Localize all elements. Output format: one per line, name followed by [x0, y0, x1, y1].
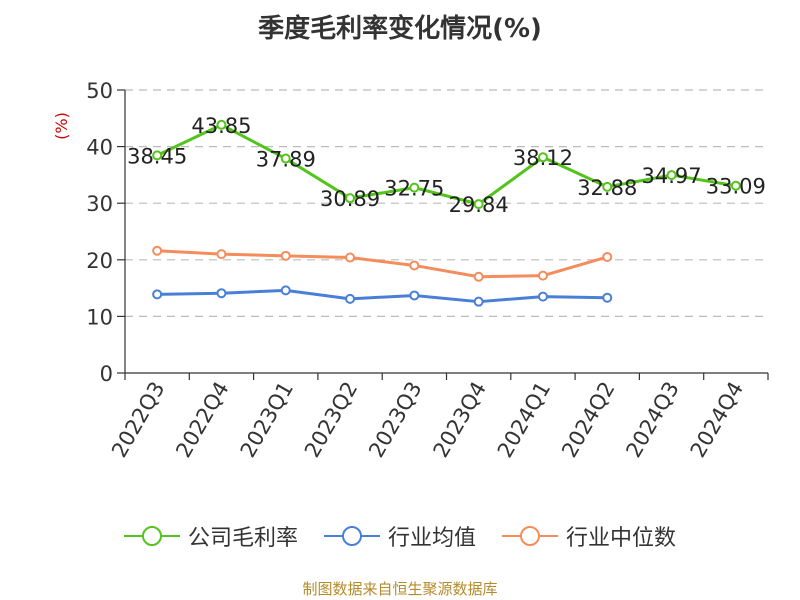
data-point	[602, 292, 613, 303]
data-point	[473, 296, 484, 307]
data-label: 34.97	[641, 164, 701, 188]
y-tick-label: 40	[86, 136, 113, 160]
data-label: 38.12	[513, 146, 573, 170]
legend-swatch	[502, 526, 558, 546]
data-label: 29.84	[449, 193, 509, 217]
data-point	[216, 249, 227, 260]
x-tick-label: 2024Q3	[621, 378, 683, 462]
data-point	[152, 289, 163, 300]
data-point	[730, 180, 741, 191]
x-tick-label: 2023Q1	[236, 378, 298, 462]
data-point	[345, 252, 356, 263]
y-tick-label: 30	[86, 192, 113, 216]
data-point	[216, 288, 227, 299]
legend-label: 行业中位数	[566, 526, 677, 551]
data-point	[280, 153, 291, 164]
data-point	[602, 251, 613, 262]
data-label: 30.89	[320, 187, 380, 211]
data-point	[537, 152, 548, 163]
legend-swatch	[323, 526, 380, 546]
legend: 公司毛利率 行业均值 行业中位数	[0, 520, 800, 552]
x-tick-label: 2022Q3	[107, 378, 169, 462]
y-tick-label: 10	[86, 305, 113, 329]
x-tick-label: 2024Q1	[493, 378, 555, 462]
data-point	[280, 250, 291, 261]
data-point	[345, 293, 356, 304]
x-tick-label: 2024Q4	[686, 378, 748, 462]
x-tick-label: 2024Q2	[557, 378, 619, 462]
legend-label: 公司毛利率	[187, 526, 298, 551]
data-point	[152, 150, 163, 161]
data-point	[537, 270, 548, 281]
data-point	[152, 245, 163, 256]
data-point	[537, 291, 548, 302]
legend-item: 行业均值	[323, 520, 476, 552]
data-point	[216, 119, 227, 130]
data-label: 33.09	[706, 175, 766, 199]
x-tick-label: 2023Q2	[300, 378, 362, 462]
data-point	[345, 193, 356, 204]
legend-item: 公司毛利率	[123, 520, 298, 552]
x-tick-label: 2023Q3	[364, 378, 426, 462]
series-line	[157, 249, 608, 279]
data-point	[280, 285, 291, 296]
chart-title: 季度毛利率变化情况(%)	[258, 14, 542, 44]
data-point	[473, 271, 484, 282]
x-tick-label: 2022Q4	[171, 378, 233, 462]
series-line	[156, 123, 737, 206]
data-label: 38.45	[127, 144, 187, 168]
data-label: 32.75	[384, 177, 444, 201]
data-point	[409, 182, 420, 193]
x-tick-label: 2023Q4	[429, 378, 491, 462]
data-point	[409, 260, 420, 271]
y-tick-label: 0	[100, 362, 113, 386]
data-label: 32.88	[577, 176, 637, 200]
source-note: 制图数据来自恒生聚源数据库	[302, 580, 498, 598]
data-point	[666, 170, 677, 181]
y-tick-label: 50	[86, 79, 113, 103]
data-point	[409, 290, 420, 301]
y-axis-label: (%)	[52, 112, 71, 140]
y-tick-label: 20	[86, 249, 113, 273]
series-line	[157, 288, 608, 304]
legend-swatch	[123, 526, 180, 546]
legend-label: 行业均值	[387, 526, 476, 551]
data-label: 43.85	[191, 114, 251, 138]
data-point	[473, 199, 484, 210]
legend-item: 行业中位数	[502, 520, 676, 552]
data-point	[602, 181, 613, 192]
data-label: 37.89	[256, 148, 316, 172]
